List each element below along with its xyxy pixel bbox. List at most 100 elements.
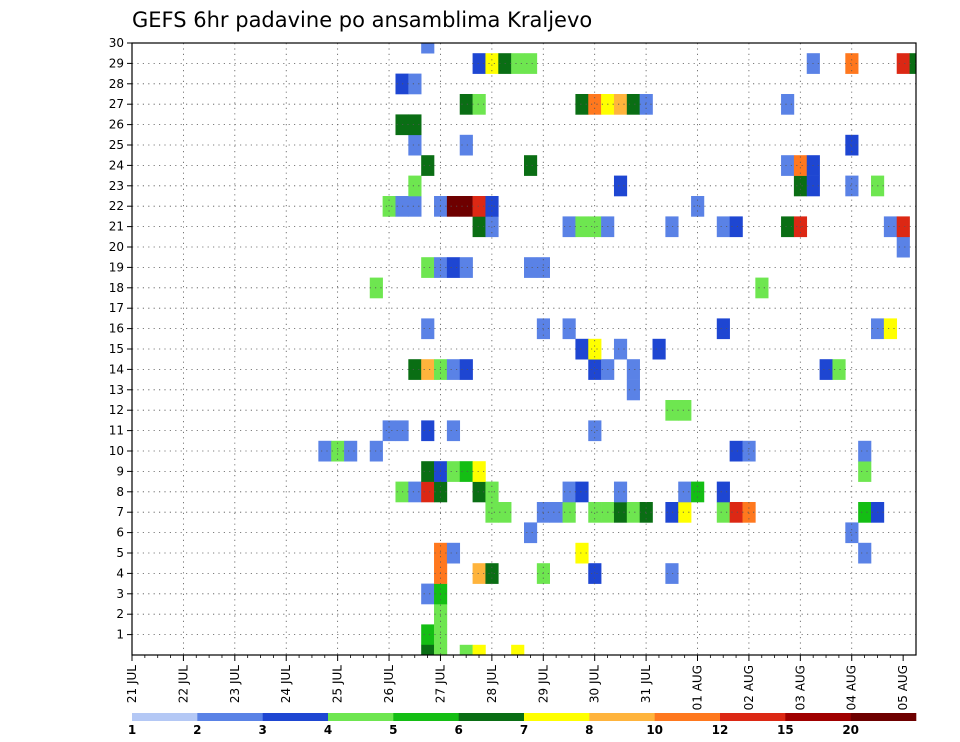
x-tick-label: 29 JUL (536, 665, 550, 703)
heatmap-cell (716, 318, 730, 340)
legend-label: 1 (128, 723, 136, 737)
legend-swatch (393, 713, 459, 721)
x-tick-label: 23 JUL (228, 665, 242, 703)
x-tick-label: 01 AUG (691, 665, 705, 710)
heatmap-cell (896, 236, 910, 258)
heatmap-cell (562, 318, 576, 340)
legend-label: 12 (712, 723, 729, 737)
heatmap-cell (459, 644, 473, 656)
heatmap-cell (588, 563, 602, 584)
y-tick-label: 12 (109, 403, 124, 417)
y-tick-label: 7 (116, 505, 124, 519)
heatmap-cell (472, 94, 486, 115)
legend-swatch (262, 713, 329, 721)
legend-label: 6 (454, 723, 462, 737)
heatmap-cell (781, 216, 795, 238)
heatmap-cell (511, 644, 525, 656)
heatmap-cell (382, 420, 396, 442)
heatmap-cell (408, 175, 422, 197)
legend-label: 20 (842, 723, 859, 737)
legend-swatch (720, 713, 786, 721)
x-tick-label: 27 JUL (433, 665, 447, 703)
heatmap-cell (729, 440, 743, 462)
y-tick-label: 13 (109, 383, 124, 397)
heatmap-cell (446, 257, 461, 278)
heatmap-cell (524, 257, 538, 278)
heatmap-cell (909, 53, 917, 74)
x-tick-label: 30 JUL (588, 665, 602, 703)
heatmap-cell (613, 338, 628, 360)
heatmap-cell (665, 563, 679, 584)
heatmap-cell (421, 624, 435, 646)
heatmap-cell (665, 502, 679, 523)
y-tick-label: 30 (109, 36, 124, 50)
heatmap-cell (626, 502, 640, 523)
heatmap-cell (781, 94, 795, 115)
heatmap-cell (896, 216, 910, 238)
heatmap-cell (369, 277, 383, 299)
legend-label: 7 (520, 723, 528, 737)
heatmap-cell (626, 359, 640, 380)
heatmap-cell (485, 53, 499, 74)
heatmap-cell (421, 481, 435, 503)
heatmap-cell (858, 502, 872, 523)
legend-label: 2 (193, 723, 201, 737)
heatmap-cell (421, 257, 435, 278)
chart-title: GEFS 6hr padavine po ansamblima Kraljevo (132, 8, 592, 32)
heatmap-cell (588, 502, 602, 523)
heatmap-cell (613, 94, 628, 115)
y-tick-label: 27 (109, 97, 124, 111)
legend-swatch (197, 713, 263, 721)
heatmap-cell (793, 155, 808, 176)
y-tick-label: 3 (116, 587, 124, 601)
heatmap-cell (459, 257, 473, 278)
heatmap-cell (408, 481, 422, 503)
heatmap-cell (742, 502, 756, 523)
heatmap-cell (344, 440, 358, 462)
y-tick-label: 23 (109, 179, 124, 193)
heatmap-cell (408, 196, 422, 217)
heatmap-cell (472, 644, 486, 656)
heatmap-cell (626, 94, 640, 115)
heatmap-cell (446, 461, 461, 482)
heatmap-cell (691, 196, 705, 217)
y-tick-label: 21 (109, 220, 124, 234)
x-tick-label: 03 AUG (793, 665, 807, 710)
y-tick-label: 1 (116, 628, 124, 642)
heatmap-cell (421, 644, 435, 656)
heatmap-cell (613, 502, 628, 523)
heatmap-cell (524, 155, 538, 176)
heatmap-cell (896, 53, 910, 74)
heatmap-cell (716, 502, 730, 523)
y-tick-label: 24 (109, 158, 124, 172)
y-tick-label: 22 (109, 199, 124, 213)
heatmap-cell (575, 542, 589, 564)
heatmap-cell (459, 196, 473, 217)
heatmap-cell (421, 461, 435, 482)
heatmap-cell (408, 134, 422, 156)
heatmap-cell (472, 563, 486, 584)
color-legend: 1 2 3 4 5 6 7 8 10 12 15 20 (128, 713, 917, 737)
heatmap-cell (793, 175, 808, 197)
heatmap-cell (588, 420, 602, 442)
legend-swatch (654, 713, 721, 721)
heatmap-cell (729, 216, 743, 238)
heatmap-cells (318, 43, 917, 656)
x-tick-label: 31 JUL (639, 665, 653, 703)
heatmap-cell (421, 583, 435, 605)
heatmap-cell (845, 53, 859, 74)
legend-swatch (850, 713, 917, 721)
heatmap-cell (613, 175, 628, 197)
heatmap-cell (755, 277, 769, 299)
y-tick-label: 17 (109, 301, 124, 315)
heatmap-cell (472, 53, 486, 74)
x-tick-label: 26 JUL (382, 665, 396, 703)
heatmap-cell (652, 338, 666, 360)
heatmap-cell (588, 338, 602, 360)
heatmap-cell (665, 216, 679, 238)
x-tick-label: 04 AUG (845, 665, 859, 710)
heatmap-cell (446, 420, 461, 442)
heatmap-cell (485, 502, 499, 523)
heatmap-cell (678, 400, 692, 421)
heatmap-cell (729, 502, 743, 523)
